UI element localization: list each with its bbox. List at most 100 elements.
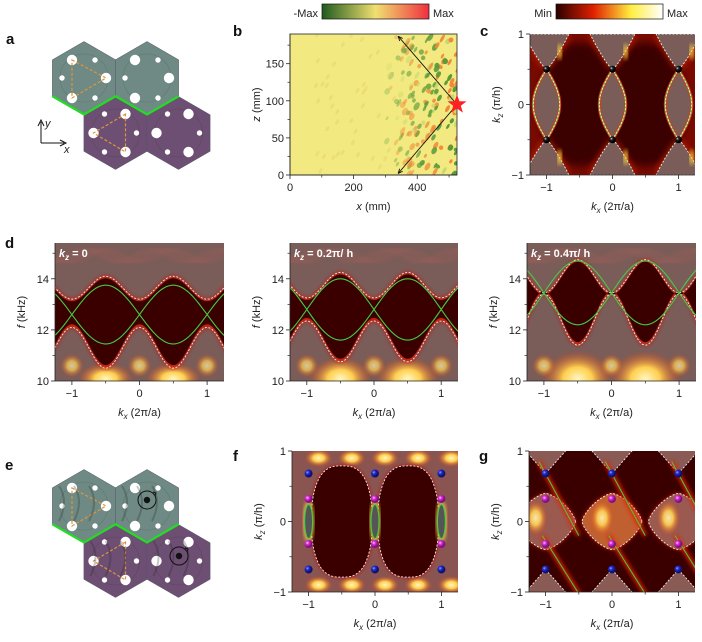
panel-label-a: a — [6, 31, 15, 48]
y-tick-label: 50 — [272, 133, 284, 145]
panel-label-d: d — [5, 235, 14, 252]
y-label-var: f — [16, 324, 28, 328]
y-label-var: f — [251, 324, 263, 328]
hole-large — [183, 574, 194, 586]
weyl-point — [543, 65, 550, 73]
field-pattern — [434, 81, 440, 90]
x-tick-label: 400 — [408, 182, 426, 194]
weyl-point-blue — [437, 565, 446, 574]
y-tick-label: 1 — [518, 29, 524, 41]
y-tick-label: 1 — [517, 446, 523, 458]
field-pattern — [427, 34, 434, 41]
y-label-unit: (kHz) — [251, 296, 263, 325]
vortex-center-dot — [143, 496, 151, 504]
field-pattern — [424, 50, 428, 55]
field-pattern — [389, 85, 393, 90]
unit-triangle — [71, 59, 108, 100]
weyl-point-blue — [608, 565, 616, 574]
hole-large — [183, 108, 194, 120]
field-pattern — [449, 118, 454, 124]
field-pattern — [418, 49, 424, 55]
weyl-point-magenta — [437, 540, 446, 549]
field-pattern — [427, 113, 432, 118]
field-pattern — [454, 134, 457, 141]
weyl-point-magenta — [304, 540, 313, 549]
y-axis-label: z (mm) — [251, 87, 263, 122]
colorbar-c-min-label: Min — [534, 8, 552, 20]
x-label-sub: x — [357, 412, 363, 421]
weyl-point-magenta — [437, 494, 446, 503]
weyl-point — [675, 65, 682, 73]
field-pattern — [431, 147, 438, 155]
x-tick-label: 1 — [438, 388, 444, 400]
field-pattern — [452, 85, 457, 93]
y-label-var: z — [251, 116, 263, 123]
x-label-sub: x — [358, 623, 364, 632]
annotation-value: = 0 — [69, 248, 88, 260]
hole-small — [155, 485, 161, 491]
weyl-point-magenta — [304, 494, 313, 503]
hole-large — [163, 500, 175, 512]
field-pattern — [434, 105, 438, 111]
field-pattern — [398, 132, 404, 141]
hole-large — [129, 482, 141, 494]
field-pattern — [395, 55, 401, 61]
x-label-sub: x — [595, 412, 601, 421]
field-pattern — [453, 150, 457, 156]
field-pattern — [438, 145, 444, 150]
field-pattern — [424, 101, 428, 106]
axis-x-label: x — [63, 144, 70, 156]
domain-interface-line — [51, 522, 180, 544]
bulk-band-region — [658, 451, 695, 474]
field-pattern — [425, 83, 432, 90]
field-pattern — [455, 66, 457, 73]
weyl-point-blue — [674, 469, 683, 478]
weyl-point-blue — [608, 469, 616, 478]
field-pattern — [405, 37, 411, 45]
x-axis-label: kx (2π/a) — [590, 407, 633, 421]
hole-small — [196, 130, 203, 136]
y-tick-label: 150 — [266, 59, 284, 71]
panel-label-c: c — [480, 23, 488, 40]
field-pattern — [405, 55, 412, 64]
field-pattern — [432, 98, 437, 103]
y-label-unit: (π/h) — [491, 86, 503, 113]
colorbar-b-min-label: -Max — [294, 8, 319, 20]
weyl-point-magenta — [371, 540, 379, 549]
weyl-point-magenta — [674, 494, 683, 503]
panel-label-b: b — [233, 23, 242, 40]
hole-small — [101, 577, 108, 583]
hole-small — [164, 111, 171, 117]
field-pattern — [434, 62, 440, 69]
hole-small — [101, 111, 108, 117]
surface-state-loop — [436, 503, 446, 540]
field-pattern — [401, 107, 409, 116]
band-gap-region — [311, 465, 373, 578]
weyl-point-magenta — [608, 540, 616, 549]
bulk-band-region — [530, 34, 569, 70]
hole-small — [101, 539, 108, 545]
hole-large — [120, 574, 131, 586]
y-axis-label: f (kHz) — [16, 296, 28, 328]
field-pattern — [432, 167, 438, 175]
hole-large — [129, 54, 141, 66]
field-pattern — [422, 106, 427, 112]
field-pattern — [437, 94, 442, 102]
field-pattern — [441, 167, 447, 175]
y-label-unit: (π/h) — [490, 503, 502, 530]
field-pattern — [447, 144, 454, 151]
field-pattern — [431, 103, 436, 108]
unit-triangle — [92, 112, 127, 154]
weyl-point-magenta — [371, 494, 379, 503]
field-pattern — [423, 153, 428, 158]
weyl-point — [609, 65, 616, 73]
x-label-sub: x — [123, 412, 129, 421]
hole-large — [129, 92, 141, 104]
y-tick-label: 10 — [37, 376, 49, 388]
hole-small — [164, 149, 171, 155]
x-tick-label: 1 — [204, 388, 210, 400]
